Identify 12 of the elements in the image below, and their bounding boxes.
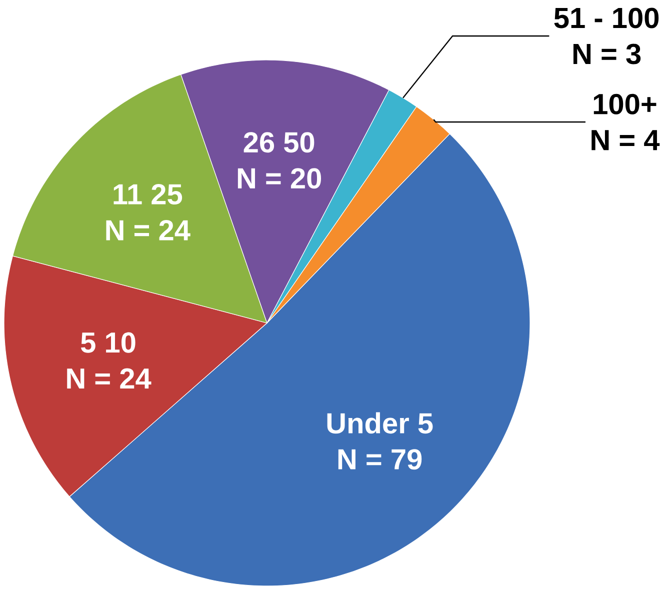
slice-label: 11 25	[114, 184, 182, 205]
data-label: N = 4	[592, 130, 660, 150]
slice-label: 5 10	[80, 332, 136, 353]
data-label: N = 3	[573, 44, 641, 64]
slice-label: 51 - 100	[554, 8, 659, 28]
data-label: N = 20	[238, 168, 322, 189]
slice-label: 100+	[594, 94, 656, 114]
data-label: N = 24	[67, 368, 152, 389]
data-label: N = 24	[106, 220, 190, 240]
slice-label: Under 5	[327, 412, 433, 434]
data-label: N = 79	[338, 449, 422, 470]
slice-label: 26 50	[244, 132, 314, 153]
